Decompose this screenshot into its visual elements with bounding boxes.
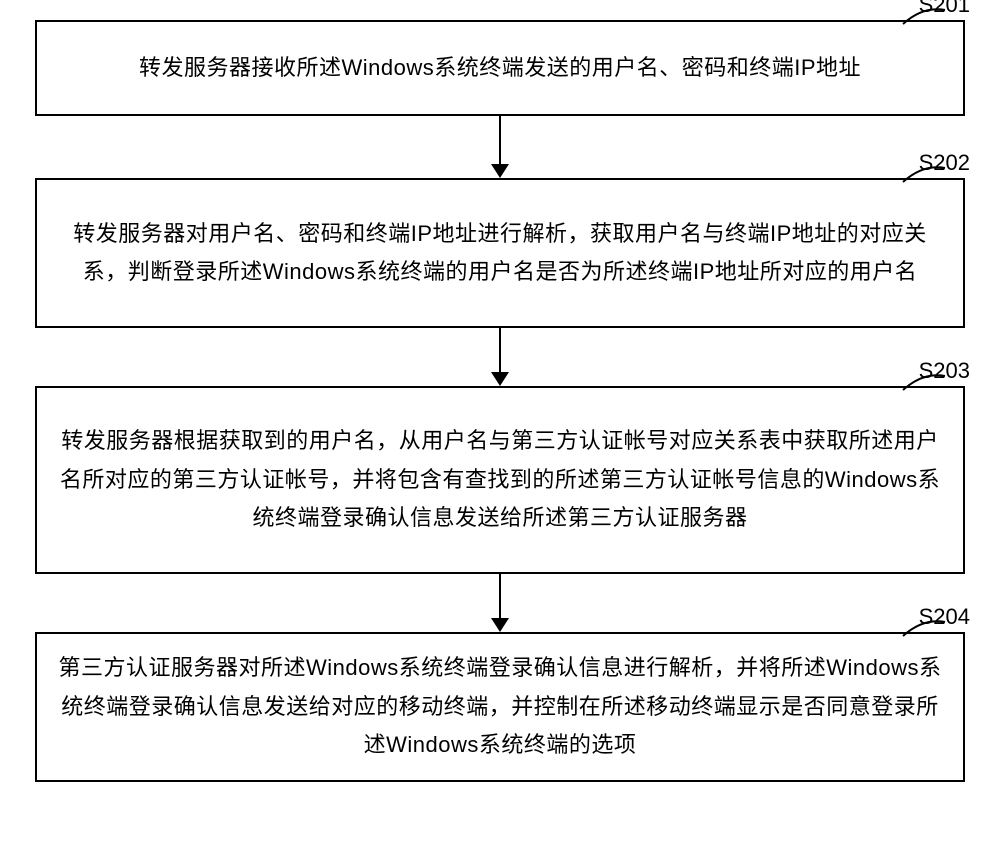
flow-step: S203转发服务器根据获取到的用户名，从用户名与第三方认证帐号对应关系表中获取所… bbox=[35, 386, 965, 574]
flow-box-text: 转发服务器接收所述Windows系统终端发送的用户名、密码和终端IP地址 bbox=[139, 49, 861, 88]
arrow-shaft bbox=[499, 116, 501, 164]
flow-box: 转发服务器对用户名、密码和终端IP地址进行解析，获取用户名与终端IP地址的对应关… bbox=[35, 178, 965, 328]
arrow-head-icon bbox=[491, 372, 509, 386]
arrow-shaft bbox=[499, 328, 501, 372]
flow-step: S202转发服务器对用户名、密码和终端IP地址进行解析，获取用户名与终端IP地址… bbox=[35, 178, 965, 328]
flow-box: 第三方认证服务器对所述Windows系统终端登录确认信息进行解析，并将所述Win… bbox=[35, 632, 965, 782]
callout-curve bbox=[901, 6, 943, 24]
flow-box-text: 第三方认证服务器对所述Windows系统终端登录确认信息进行解析，并将所述Win… bbox=[55, 649, 945, 765]
callout-curve bbox=[901, 164, 943, 182]
arrow-head-icon bbox=[491, 618, 509, 632]
arrow-shaft bbox=[499, 574, 501, 618]
callout-curve bbox=[901, 618, 943, 636]
flow-arrow bbox=[35, 328, 965, 386]
flow-arrow bbox=[35, 116, 965, 178]
flow-arrow bbox=[35, 574, 965, 632]
flow-step: S204第三方认证服务器对所述Windows系统终端登录确认信息进行解析，并将所… bbox=[35, 632, 965, 782]
flow-box-text: 转发服务器根据获取到的用户名，从用户名与第三方认证帐号对应关系表中获取所述用户名… bbox=[55, 422, 945, 538]
flow-box-text: 转发服务器对用户名、密码和终端IP地址进行解析，获取用户名与终端IP地址的对应关… bbox=[55, 215, 945, 292]
flowchart: S201转发服务器接收所述Windows系统终端发送的用户名、密码和终端IP地址… bbox=[35, 20, 965, 782]
arrow-head-icon bbox=[491, 164, 509, 178]
flow-box: 转发服务器接收所述Windows系统终端发送的用户名、密码和终端IP地址 bbox=[35, 20, 965, 116]
flow-step: S201转发服务器接收所述Windows系统终端发送的用户名、密码和终端IP地址 bbox=[35, 20, 965, 116]
callout-curve bbox=[901, 372, 943, 390]
flow-box: 转发服务器根据获取到的用户名，从用户名与第三方认证帐号对应关系表中获取所述用户名… bbox=[35, 386, 965, 574]
